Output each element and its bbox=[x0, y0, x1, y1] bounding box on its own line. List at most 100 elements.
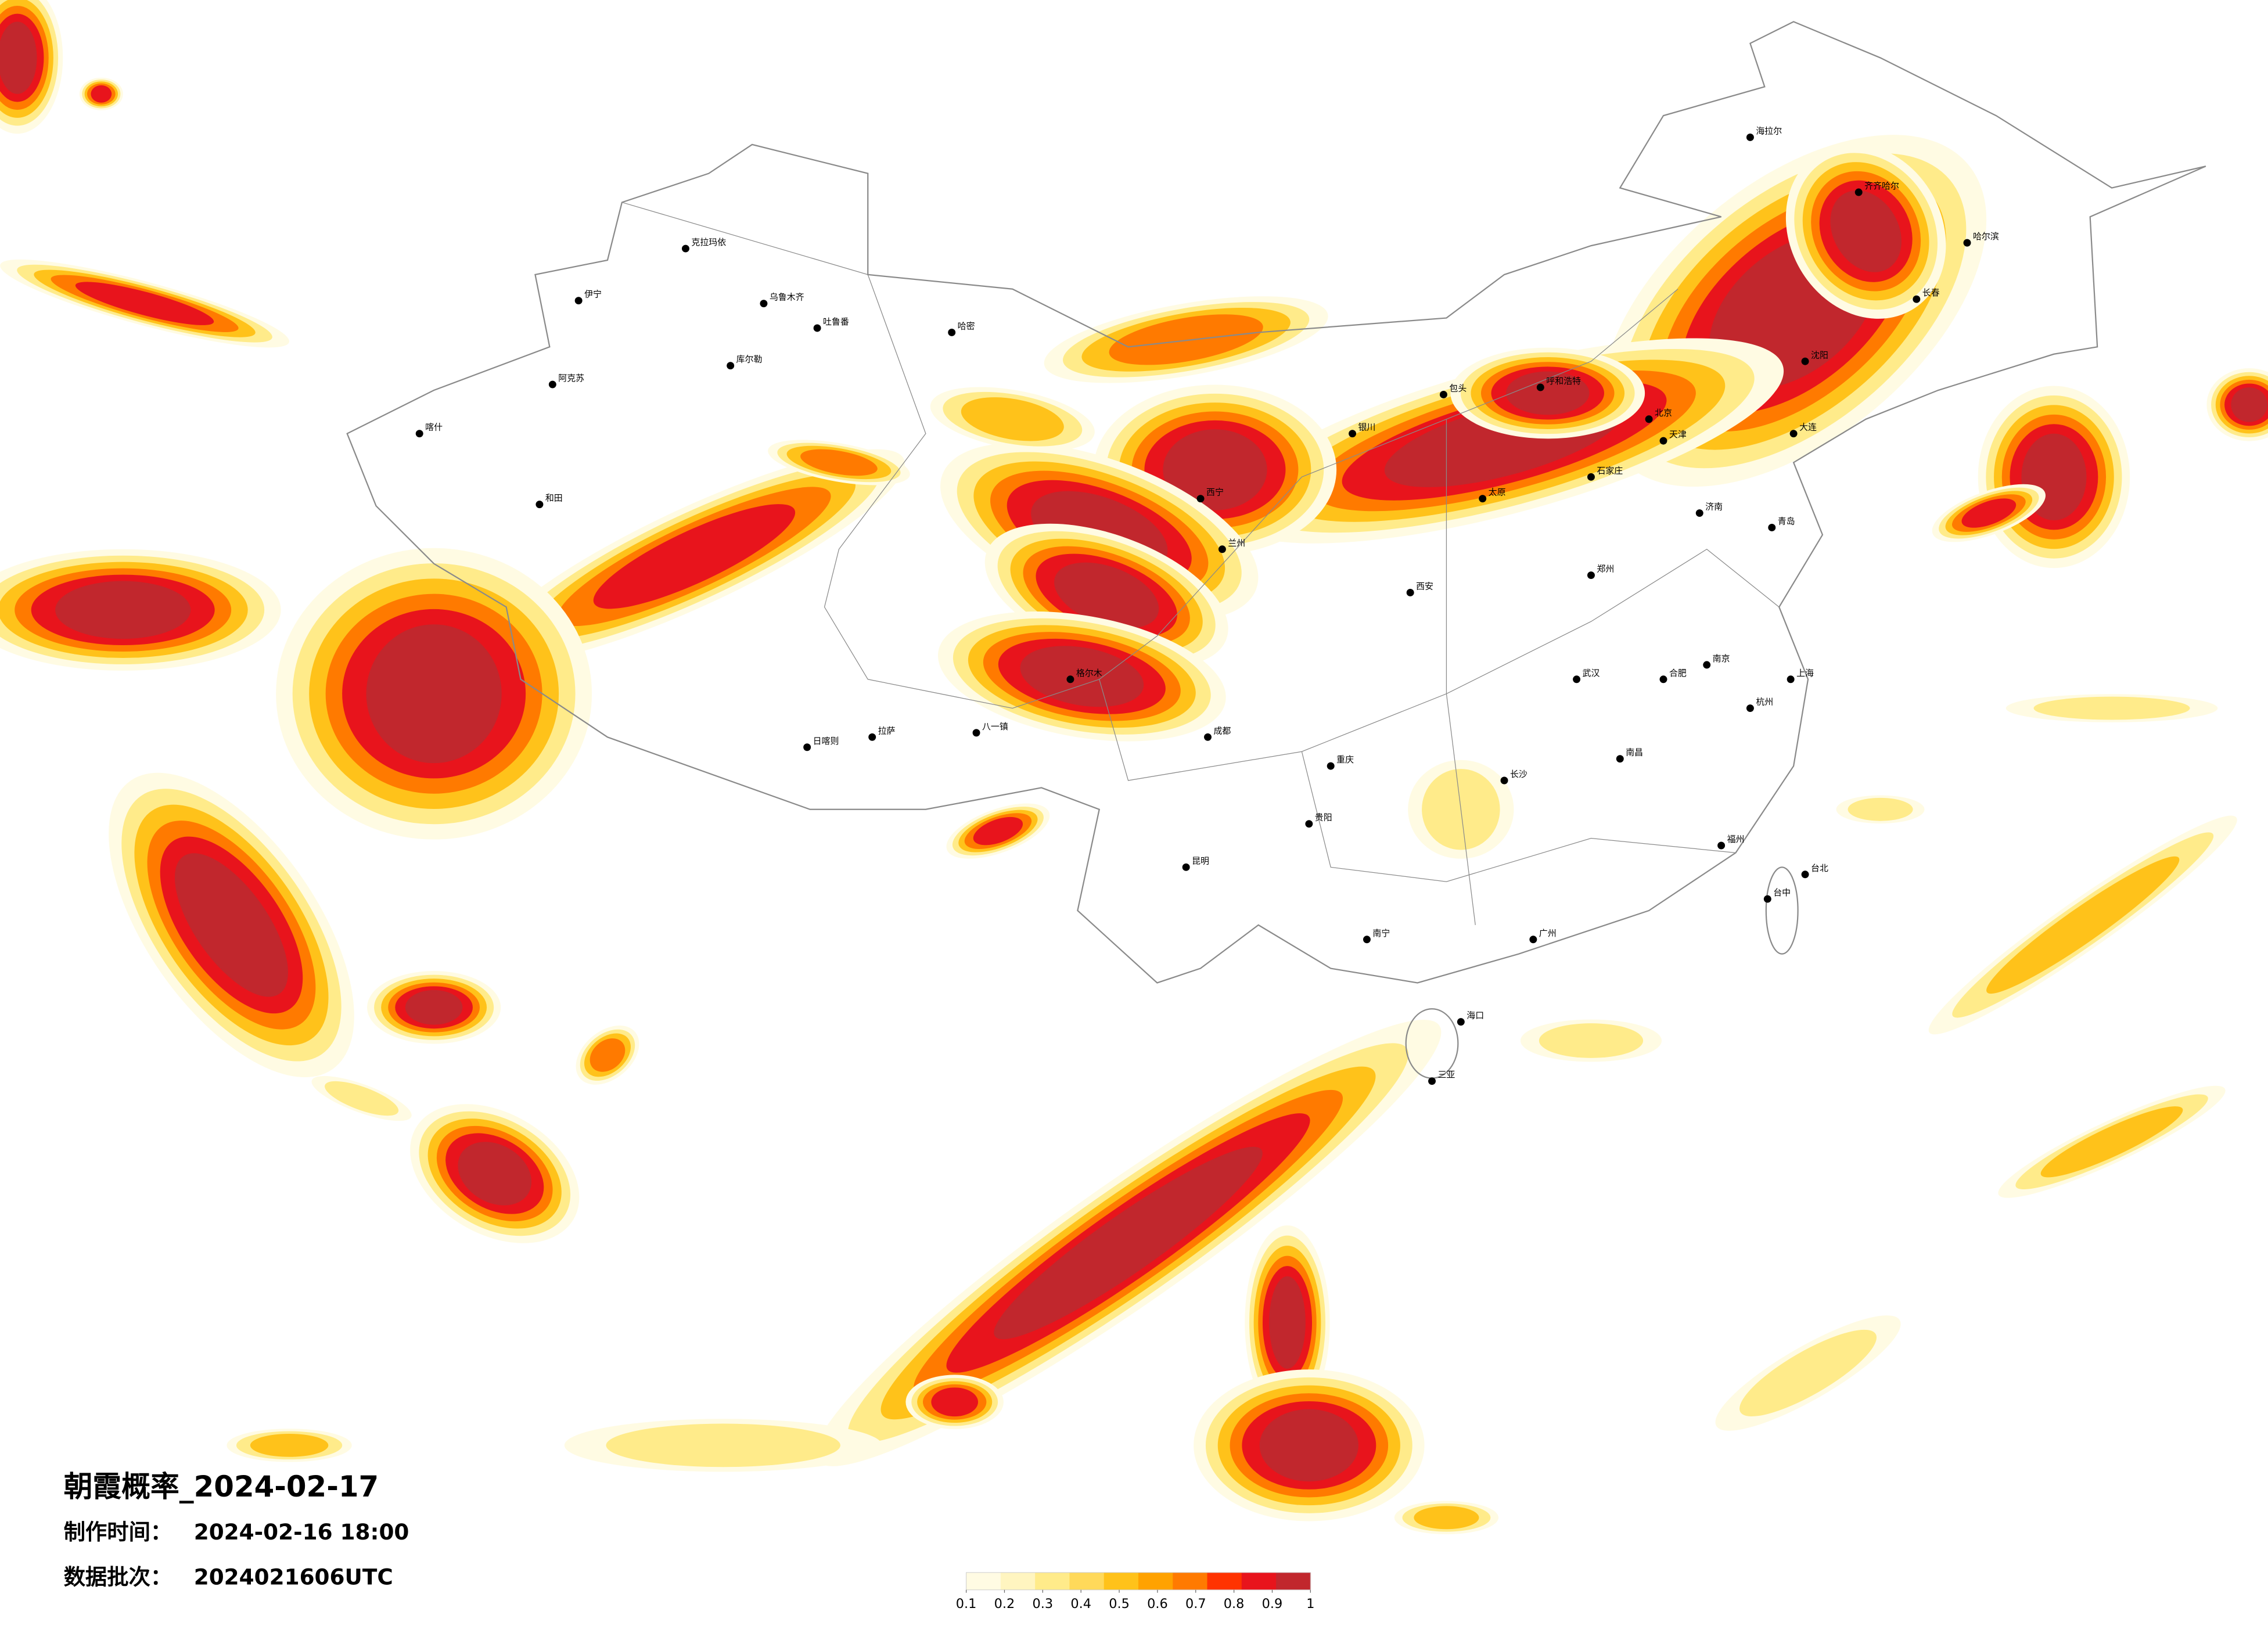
city-dot bbox=[574, 297, 583, 305]
city-dot bbox=[1428, 1077, 1436, 1085]
city-label: 沈阳 bbox=[1811, 350, 1828, 360]
city-label: 银川 bbox=[1358, 422, 1376, 433]
city-label: 福州 bbox=[1727, 834, 1745, 844]
probability-area bbox=[1986, 856, 2180, 994]
city-label: 哈尔滨 bbox=[1973, 231, 1999, 242]
city-dot bbox=[1363, 936, 1371, 944]
city-dot bbox=[727, 362, 735, 370]
city-label: 成都 bbox=[1213, 725, 1231, 736]
city-label: 呼和浩特 bbox=[1546, 376, 1581, 386]
city-label: 八一镇 bbox=[982, 721, 1008, 732]
city-dot bbox=[1204, 733, 1212, 741]
probability-area bbox=[250, 1433, 329, 1457]
city-label: 乌鲁木齐 bbox=[770, 292, 804, 303]
city-label: 南昌 bbox=[1626, 747, 1643, 758]
city-label: 吐鲁番 bbox=[823, 316, 849, 327]
city-label: 武汉 bbox=[1583, 668, 1600, 678]
city-dot bbox=[1406, 588, 1414, 596]
city-label: 台中 bbox=[1773, 887, 1791, 898]
city-label: 哈密 bbox=[958, 321, 975, 331]
city-label: 长春 bbox=[1922, 287, 1940, 298]
legend-tick-label: 0.1 bbox=[956, 1596, 977, 1611]
legend-swatch bbox=[1276, 1572, 1311, 1590]
legend-swatch bbox=[966, 1572, 1001, 1590]
city-dot bbox=[1573, 675, 1581, 684]
probability-area bbox=[405, 990, 463, 1025]
city-label: 海口 bbox=[1467, 1010, 1484, 1021]
probability-area bbox=[590, 1038, 626, 1072]
city-label: 伊宁 bbox=[584, 289, 602, 300]
city-dot bbox=[1787, 675, 1795, 684]
city-label: 阿克苏 bbox=[558, 373, 584, 383]
city-dot bbox=[1659, 437, 1667, 445]
probability-area bbox=[931, 1387, 979, 1417]
city-dot bbox=[1703, 661, 1711, 669]
city-dot bbox=[1587, 473, 1595, 481]
city-label: 广州 bbox=[1539, 928, 1557, 938]
probability-area bbox=[1830, 190, 1902, 272]
legend-swatch bbox=[1069, 1572, 1105, 1590]
city-label: 喀什 bbox=[425, 422, 443, 433]
city-dot bbox=[1500, 776, 1508, 785]
city-dot bbox=[1963, 239, 1971, 247]
probability-area bbox=[1269, 1276, 1306, 1369]
probability-area bbox=[366, 624, 502, 764]
legend-tick-label: 0.7 bbox=[1185, 1596, 1206, 1611]
legend-tick-label: 0.3 bbox=[1033, 1596, 1054, 1611]
city-label: 库尔勒 bbox=[736, 354, 763, 365]
probability-field bbox=[0, 0, 2268, 1535]
probability-area bbox=[1020, 646, 1144, 707]
city-dot bbox=[548, 380, 556, 388]
legend-swatch bbox=[1035, 1572, 1070, 1590]
probability-area bbox=[994, 1146, 1263, 1340]
probability-area bbox=[1054, 562, 1159, 629]
city-label: 格尔木 bbox=[1076, 668, 1102, 678]
province-border bbox=[1301, 751, 1736, 882]
city-label: 包头 bbox=[1449, 383, 1467, 394]
city-dot bbox=[1616, 755, 1624, 763]
city-label: 和田 bbox=[545, 493, 563, 503]
city-dot bbox=[1913, 295, 1921, 303]
city-label: 合肥 bbox=[1669, 668, 1687, 678]
city-label: 大连 bbox=[1799, 422, 1817, 433]
legend-swatch bbox=[1207, 1572, 1242, 1590]
city-label: 济南 bbox=[1705, 502, 1723, 512]
info-label: 数据批次： bbox=[64, 1564, 172, 1589]
country-outline bbox=[346, 21, 2206, 1079]
city-label: 上海 bbox=[1796, 668, 1814, 678]
city-dot bbox=[1479, 495, 1487, 503]
probability-area bbox=[1414, 1506, 1479, 1530]
city-dot bbox=[1327, 762, 1335, 770]
city-label: 贵阳 bbox=[1315, 812, 1332, 823]
city-label: 齐齐哈尔 bbox=[1864, 181, 1899, 191]
city-dot bbox=[1854, 188, 1863, 196]
probability-area bbox=[593, 504, 796, 609]
city-dot bbox=[1659, 675, 1667, 684]
city-label: 西宁 bbox=[1206, 487, 1224, 498]
legend-swatch bbox=[1104, 1572, 1139, 1590]
city-dot bbox=[1529, 936, 1537, 944]
legend-tick-label: 0.4 bbox=[1070, 1596, 1091, 1611]
taiwan bbox=[1765, 866, 1799, 955]
city-dot bbox=[1746, 704, 1754, 713]
city-dot bbox=[535, 501, 544, 509]
probability-area bbox=[973, 816, 1023, 846]
city-label: 兰州 bbox=[1228, 538, 1245, 548]
city-label: 北京 bbox=[1655, 408, 1672, 418]
city-dot bbox=[1182, 863, 1190, 871]
city-label: 拉萨 bbox=[878, 725, 896, 736]
info-label: 制作时间： bbox=[64, 1519, 172, 1545]
city-dot bbox=[1439, 390, 1447, 398]
city-dot bbox=[1196, 495, 1205, 503]
probability-area bbox=[91, 85, 112, 103]
city-dot bbox=[972, 729, 980, 737]
probability-area bbox=[2033, 696, 2190, 720]
info-value: 2024-02-16 18:00 bbox=[194, 1519, 409, 1545]
map-title: 朝霞概率_2024-02-17 bbox=[64, 1470, 379, 1503]
probability-area bbox=[1961, 498, 2017, 528]
city-dot bbox=[415, 430, 423, 438]
probability-area bbox=[1163, 429, 1267, 510]
probability-area bbox=[606, 1423, 840, 1467]
